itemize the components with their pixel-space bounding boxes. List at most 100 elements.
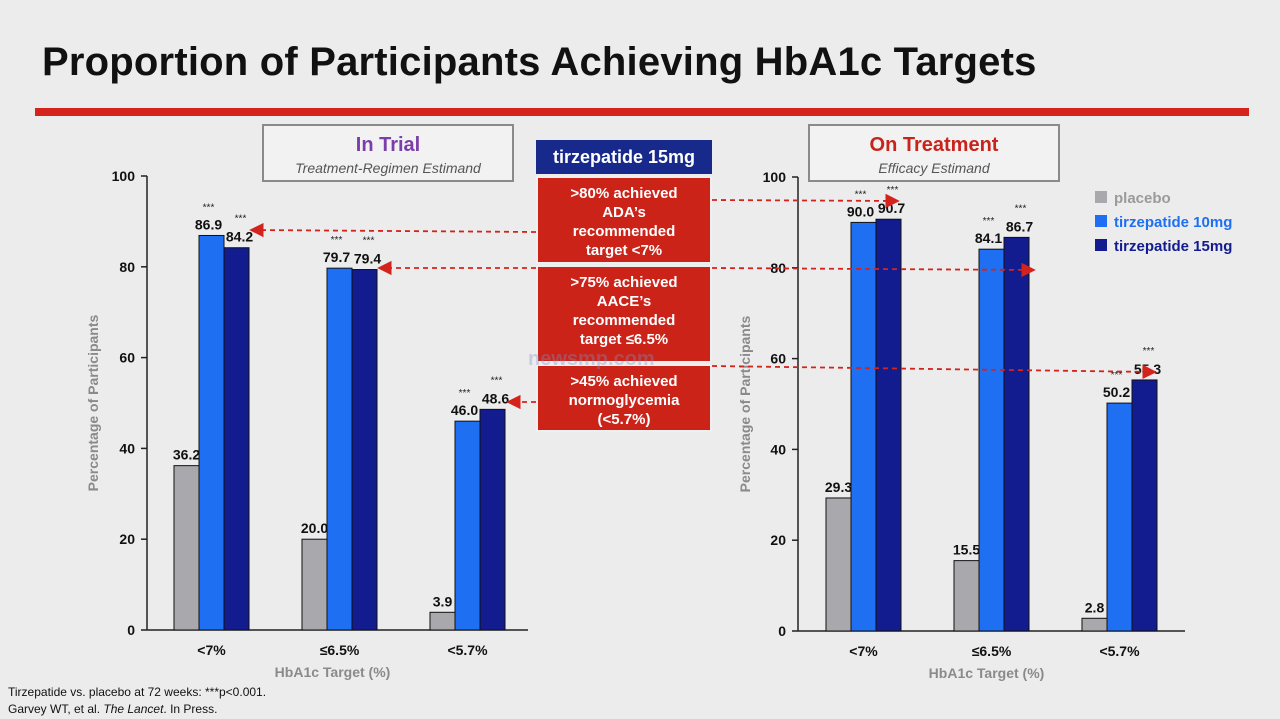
- data-label: 15.5: [953, 542, 980, 558]
- legend-entry: tirzepatide 10mg: [1114, 214, 1232, 231]
- bar-tirzepatide-10mg: [850, 221, 877, 632]
- data-label: 36.2: [173, 447, 200, 463]
- data-label: 55.3: [1134, 361, 1161, 377]
- callout-line: recommended: [572, 312, 676, 329]
- data-label: 84.2: [226, 229, 253, 245]
- bar-tirzepatide-10mg: [326, 267, 353, 631]
- footnote-reference: Garvey WT, et al. The Lancet. In Press.: [8, 702, 217, 716]
- bar-placebo: [953, 560, 980, 632]
- callout-line: normoglycemia: [568, 392, 680, 409]
- legend-swatch: [1095, 215, 1107, 227]
- y-tick-label: 80: [119, 259, 135, 275]
- y-tick-label: 20: [770, 532, 786, 548]
- x-tick-label: ≤6.5%: [972, 643, 1012, 659]
- callout-ada: >80% achieved ADA’s recommended target <…: [536, 176, 712, 264]
- callout-line: (<5.7%): [597, 411, 651, 428]
- bar-tirzepatide-15mg: [223, 247, 250, 631]
- bar-placebo: [825, 497, 852, 632]
- callout-line: ADA’s: [602, 204, 646, 221]
- watermark: newsmp.com: [528, 348, 655, 370]
- panel-box-in-trial: In Trial Treatment-Regimen Estimand: [262, 124, 514, 182]
- footnote-ref-journal: The Lancet: [103, 702, 164, 716]
- data-label: 79.4: [354, 251, 381, 267]
- legend-entry: tirzepatide 15mg: [1114, 238, 1232, 255]
- callout-line: >45% achieved: [570, 373, 678, 390]
- y-tick-label: 60: [770, 351, 786, 367]
- data-label: 46.0: [451, 402, 478, 418]
- significance-marker: ***: [1143, 346, 1155, 357]
- y-tick-label: 100: [112, 168, 136, 184]
- callout-aace: >75% achieved AACE’s recommended target …: [536, 265, 712, 363]
- data-label: 50.2: [1103, 384, 1130, 400]
- bar-tirzepatide-10mg: [198, 234, 225, 631]
- significance-marker: ***: [331, 235, 343, 246]
- significance-marker: ***: [203, 202, 215, 213]
- bar-tirzepatide-15mg: [1131, 379, 1158, 632]
- y-tick-label: 20: [119, 531, 135, 547]
- callout-arrow: [249, 222, 537, 238]
- y-tick-label: 40: [770, 441, 786, 457]
- y-tick-label: 100: [763, 169, 787, 185]
- y-tick-label: 0: [778, 623, 786, 639]
- data-label: 90.0: [847, 203, 874, 219]
- significance-marker: ***: [1111, 370, 1123, 381]
- bar-tirzepatide-15mg: [875, 218, 902, 632]
- center-header: tirzepatide 15mg: [536, 140, 712, 174]
- bar-tirzepatide-10mg: [978, 248, 1005, 632]
- callout-line: >80% achieved: [570, 185, 678, 202]
- bar-tirzepatide-15mg: [351, 269, 378, 631]
- callout-line: target ≤6.5%: [579, 331, 669, 348]
- y-axis-label: Percentage of Participants: [85, 314, 101, 491]
- callout-line: recommended: [572, 223, 676, 240]
- data-label: 86.9: [195, 216, 222, 232]
- significance-marker: ***: [983, 216, 995, 227]
- bar-placebo: [429, 611, 456, 631]
- bar-placebo: [301, 538, 328, 631]
- panel-box-on-treatment: On Treatment Efficacy Estimand: [808, 124, 1060, 182]
- footnote-ref-authors: Garvey WT, et al.: [8, 702, 104, 716]
- slide-title: Proportion of Participants Achieving HbA…: [42, 40, 1037, 84]
- y-axis-label: Percentage of Participants: [737, 315, 753, 492]
- significance-marker: ***: [459, 388, 471, 399]
- callout-arrow: [711, 364, 1157, 380]
- data-label: 3.9: [433, 593, 453, 609]
- legend-swatch: [1095, 191, 1107, 203]
- x-tick-label: <7%: [197, 642, 226, 658]
- data-label: 79.7: [323, 249, 350, 265]
- x-tick-label: ≤6.5%: [320, 642, 360, 658]
- x-tick-label: <7%: [849, 643, 878, 659]
- footnote-ref-status: . In Press.: [163, 702, 218, 716]
- callout-line: AACE’s: [596, 293, 652, 310]
- bar-tirzepatide-15mg: [1003, 236, 1030, 632]
- panel-subtitle-on-treatment: Efficacy Estimand: [878, 160, 990, 176]
- bar-placebo: [1081, 617, 1108, 632]
- y-tick-label: 0: [127, 622, 135, 638]
- data-label: 84.1: [975, 230, 1002, 246]
- significance-marker: ***: [1015, 203, 1027, 214]
- y-tick-label: 40: [119, 440, 135, 456]
- significance-marker: ***: [855, 189, 867, 200]
- callout-line: target <7%: [585, 242, 663, 259]
- bar-tirzepatide-15mg: [479, 408, 506, 631]
- panel-subtitle-in-trial: Treatment-Regimen Estimand: [295, 160, 481, 176]
- callout-line: >75% achieved: [570, 274, 678, 291]
- bar-tirzepatide-10mg: [1106, 402, 1133, 632]
- significance-marker: ***: [363, 236, 375, 247]
- footnote-significance: Tirzepatide vs. placebo at 72 weeks: ***…: [8, 685, 267, 699]
- data-label: 29.3: [825, 479, 852, 495]
- callout-normoglycemia: >45% achieved normoglycemia (<5.7%): [536, 364, 712, 432]
- data-label: 90.7: [878, 200, 905, 216]
- bar-tirzepatide-10mg: [454, 420, 481, 631]
- significance-marker: ***: [887, 185, 899, 196]
- x-axis-label: HbA1c Target (%): [275, 664, 391, 680]
- panel-title-on-treatment: On Treatment: [869, 134, 999, 156]
- callout-arrow: [711, 193, 900, 209]
- data-label: 86.7: [1006, 218, 1033, 234]
- y-tick-label: 60: [119, 350, 135, 366]
- x-axis-label: HbA1c Target (%): [929, 665, 1045, 681]
- bar-placebo: [173, 465, 200, 631]
- legend-entry: placebo: [1114, 190, 1171, 207]
- data-label: 20.0: [301, 520, 328, 536]
- data-label: 2.8: [1085, 599, 1105, 615]
